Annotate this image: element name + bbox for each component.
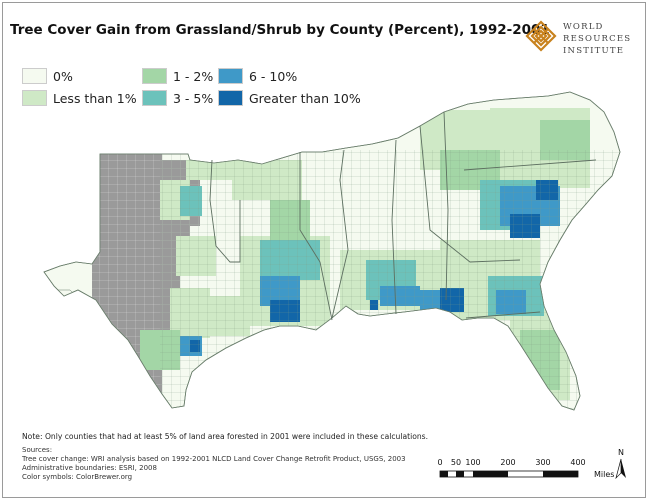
legend-label-4: 6 - 10% <box>249 68 298 84</box>
logo-line-1: WORLD <box>563 22 604 32</box>
legend-item-4: 6 - 10% <box>218 68 297 84</box>
legend-swatch-3 <box>142 90 167 106</box>
legend-item-1: Less than 1% <box>22 90 137 106</box>
source-line-2: Administrative boundaries: ESRI, 2008 <box>22 464 157 472</box>
legend-swatch-2 <box>142 68 167 84</box>
legend-swatch-4 <box>218 68 243 84</box>
calculation-note: Note: Only counties that had at least 5%… <box>22 432 429 441</box>
legend-item-2: 1 - 2% <box>142 68 213 84</box>
legend-label-5: Greater than 10% <box>249 90 361 106</box>
source-line-3: Color symbols: ColorBrewer.org <box>22 473 133 481</box>
north-label: N <box>618 448 624 457</box>
logo-line-3: INSTITUTE <box>563 46 625 56</box>
map-title: Tree Cover Gain from Grassland/Shrub by … <box>10 22 550 38</box>
legend: 0% Less than 1% 1 - 2% 3 - 5% 6 - 10% Gr… <box>22 68 382 110</box>
scale-tick-200: 200 <box>500 458 516 467</box>
scale-tick-50: 50 <box>450 458 462 467</box>
legend-item-5: Greater than 10% <box>218 90 361 106</box>
legend-label-3: 3 - 5% <box>173 90 214 106</box>
sources-heading: Sources: <box>22 446 53 454</box>
north-arrow: N <box>614 448 628 480</box>
wri-logo-text: WORLD RESOURCES INSTITUTE <box>563 21 631 57</box>
legend-swatch-1 <box>22 90 47 106</box>
scale-tick-400: 400 <box>570 458 586 467</box>
north-arrow-icon <box>615 458 626 480</box>
wri-logo: WORLD RESOURCES INSTITUTE <box>525 18 637 58</box>
wri-knot-icon <box>525 20 557 52</box>
legend-item-0: 0% <box>22 68 73 84</box>
scale-unit-label: Miles <box>594 470 615 479</box>
legend-label-0: 0% <box>53 68 73 84</box>
sources-block: Sources: Tree cover change: WRI analysis… <box>22 446 406 482</box>
legend-label-2: 1 - 2% <box>173 68 214 84</box>
logo-line-2: RESOURCES <box>563 34 632 44</box>
scale-bar-graphic <box>439 470 579 478</box>
source-line-1: Tree cover change: WRI analysis based on… <box>22 455 406 463</box>
scale-tick-0: 0 <box>437 458 443 467</box>
legend-swatch-5 <box>218 90 243 106</box>
scale-bar: 0 50 100 200 300 400 Miles <box>436 458 614 484</box>
scale-tick-100: 100 <box>465 458 481 467</box>
scale-ticks: 0 50 100 200 300 400 <box>436 458 586 468</box>
scale-tick-300: 300 <box>535 458 551 467</box>
legend-item-3: 3 - 5% <box>142 90 213 106</box>
legend-swatch-0 <box>22 68 47 84</box>
legend-label-1: Less than 1% <box>53 90 137 106</box>
